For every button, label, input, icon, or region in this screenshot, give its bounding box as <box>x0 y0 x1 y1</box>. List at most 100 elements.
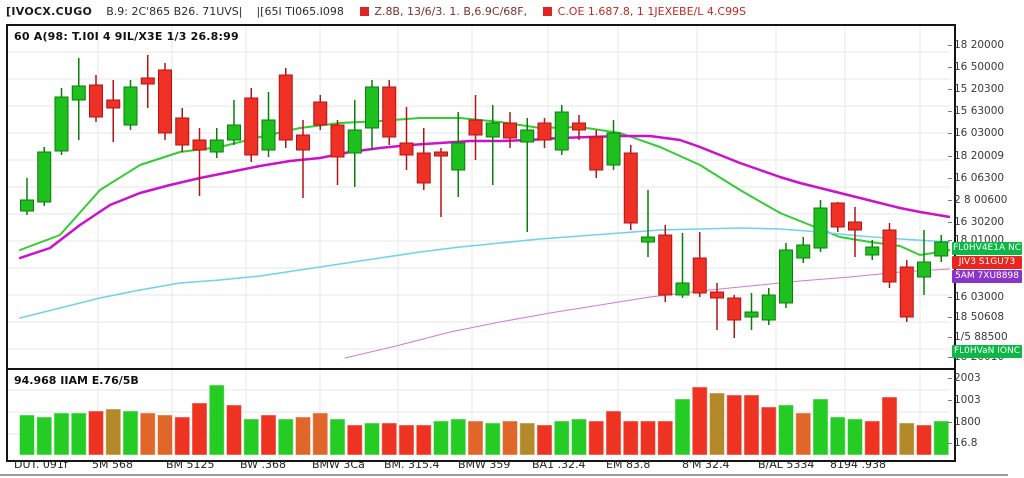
candle-down <box>296 134 310 151</box>
bid-price-tag-red: JIV3 S1GU73 <box>952 256 1022 269</box>
session-info: |[65I TI065.I098 <box>256 4 344 18</box>
candle-down <box>623 152 638 224</box>
candle-down <box>175 117 190 146</box>
candle-up <box>227 124 241 141</box>
candle-down <box>882 229 897 283</box>
candle-down <box>416 152 431 184</box>
volume-bar <box>691 386 708 456</box>
volume-bar <box>812 398 829 456</box>
candle-up <box>54 96 69 152</box>
price-axis-label: 15 20300 <box>947 83 1005 95</box>
candle-down <box>434 151 448 157</box>
time-axis-label: BM 5125 <box>166 458 215 471</box>
volume-bar <box>243 418 260 456</box>
volume-bar <box>208 384 225 456</box>
candle-down <box>537 122 552 141</box>
volume-bar <box>519 422 536 456</box>
time-axis-label: DUT. 091f <box>14 458 68 471</box>
volume-bar <box>605 410 622 456</box>
volume-bar <box>467 420 484 456</box>
candle-down <box>710 291 724 299</box>
price-axis-label: 2 8 00600 <box>947 194 1008 206</box>
volume-bar <box>881 396 898 456</box>
candle-up <box>813 207 828 249</box>
volume-bar <box>450 418 467 456</box>
candle-up <box>865 246 880 256</box>
volume-bar <box>88 410 104 456</box>
series-a-group: Z.8B, 13/6/3. 1. B,6.9C/68F, <box>358 5 527 18</box>
volume-bar <box>398 424 415 456</box>
volume-bar <box>312 412 329 456</box>
time-axis-label: BW .368 <box>240 458 287 471</box>
volume-bar <box>277 418 294 456</box>
volume-axis-label: 1800 <box>948 416 981 428</box>
candle-down <box>89 84 103 118</box>
volume-bar <box>70 412 87 456</box>
candle-up <box>917 261 931 278</box>
volume-bar <box>174 416 191 456</box>
red-series-icon <box>359 6 369 16</box>
volume-bar <box>295 416 311 456</box>
candle-up <box>485 122 500 138</box>
candle-up <box>675 282 690 296</box>
volume-bar <box>709 392 725 456</box>
volume-bar <box>726 394 743 456</box>
candle-up <box>123 86 138 126</box>
volume-bar <box>346 424 363 456</box>
volume-bar <box>105 408 122 456</box>
volume-bar <box>640 420 656 456</box>
price-axis-label: 18 20000 <box>947 39 1005 51</box>
series-b-group: C.OE 1.687.8, 1 1JEXEBE/L 4.C99S <box>541 5 746 18</box>
candle-up <box>554 111 569 151</box>
time-axis[interactable]: DUT. 091f 5M 568 BM 5125 BW .368 BMW 3Ca BM. … <box>0 456 1024 476</box>
volume-bar <box>795 412 812 456</box>
volume-bar <box>502 420 518 456</box>
candle-down <box>382 86 397 138</box>
price-axis-label: 18 20009 <box>947 150 1005 162</box>
volume-bar <box>122 410 139 456</box>
candle-down <box>244 97 259 156</box>
price-axis-label: 16 03000 <box>947 127 1005 139</box>
volume-bar <box>19 414 35 456</box>
candle-up <box>71 85 86 101</box>
candle-down <box>313 101 328 126</box>
candle-down <box>830 202 845 228</box>
ma-long-pink-line <box>344 268 950 359</box>
candle-up <box>347 129 362 154</box>
volume-bar <box>571 418 587 456</box>
volume-bar <box>536 424 553 456</box>
symbol-label: [IVOCX.CUGO <box>6 4 93 18</box>
time-axis-label: BMW 359 <box>458 458 511 471</box>
indicator-tag-purple: 5AM 7XU8898 <box>952 270 1022 283</box>
candle-up <box>520 129 535 143</box>
volume-bar <box>329 418 346 456</box>
price-axis[interactable]: 18 20000 16 50000 15 20300 15 63000 16 03000… <box>947 0 1024 478</box>
volume-bar <box>743 394 760 456</box>
candle-down <box>727 297 742 321</box>
volume-bar <box>415 424 432 456</box>
candlestick-chart-canvas[interactable] <box>8 26 950 456</box>
series-b-label: C.OE 1.687.8, 1 1JEXEBE/L 4.C99S <box>557 4 747 18</box>
volume-axis-label: 2003 <box>948 372 981 384</box>
volume-bar <box>864 420 881 456</box>
volume-bar <box>157 414 173 456</box>
volume-bar <box>260 414 277 456</box>
time-axis-label: 5M 568 <box>92 458 133 471</box>
candle-up <box>20 199 34 212</box>
volume-bar <box>829 416 846 456</box>
candle-up <box>209 139 224 153</box>
price-axis-label: 18 50608 <box>947 311 1005 323</box>
candle-up <box>934 241 949 257</box>
candle-down <box>692 257 707 294</box>
candle-up <box>779 249 793 304</box>
volume-bar <box>588 420 605 456</box>
time-axis-label: 8194 .938 <box>830 458 886 471</box>
candle-up <box>365 86 379 129</box>
volume-value-tag: FL0HVaN IONC <box>952 345 1022 358</box>
time-axis-label: BMW 3Ca <box>312 458 365 471</box>
time-axis-label: 8'M 32.4 <box>682 458 730 471</box>
candle-up <box>261 119 276 151</box>
volume-axis-label: 1003 <box>948 394 981 406</box>
volume-bar <box>36 416 53 456</box>
